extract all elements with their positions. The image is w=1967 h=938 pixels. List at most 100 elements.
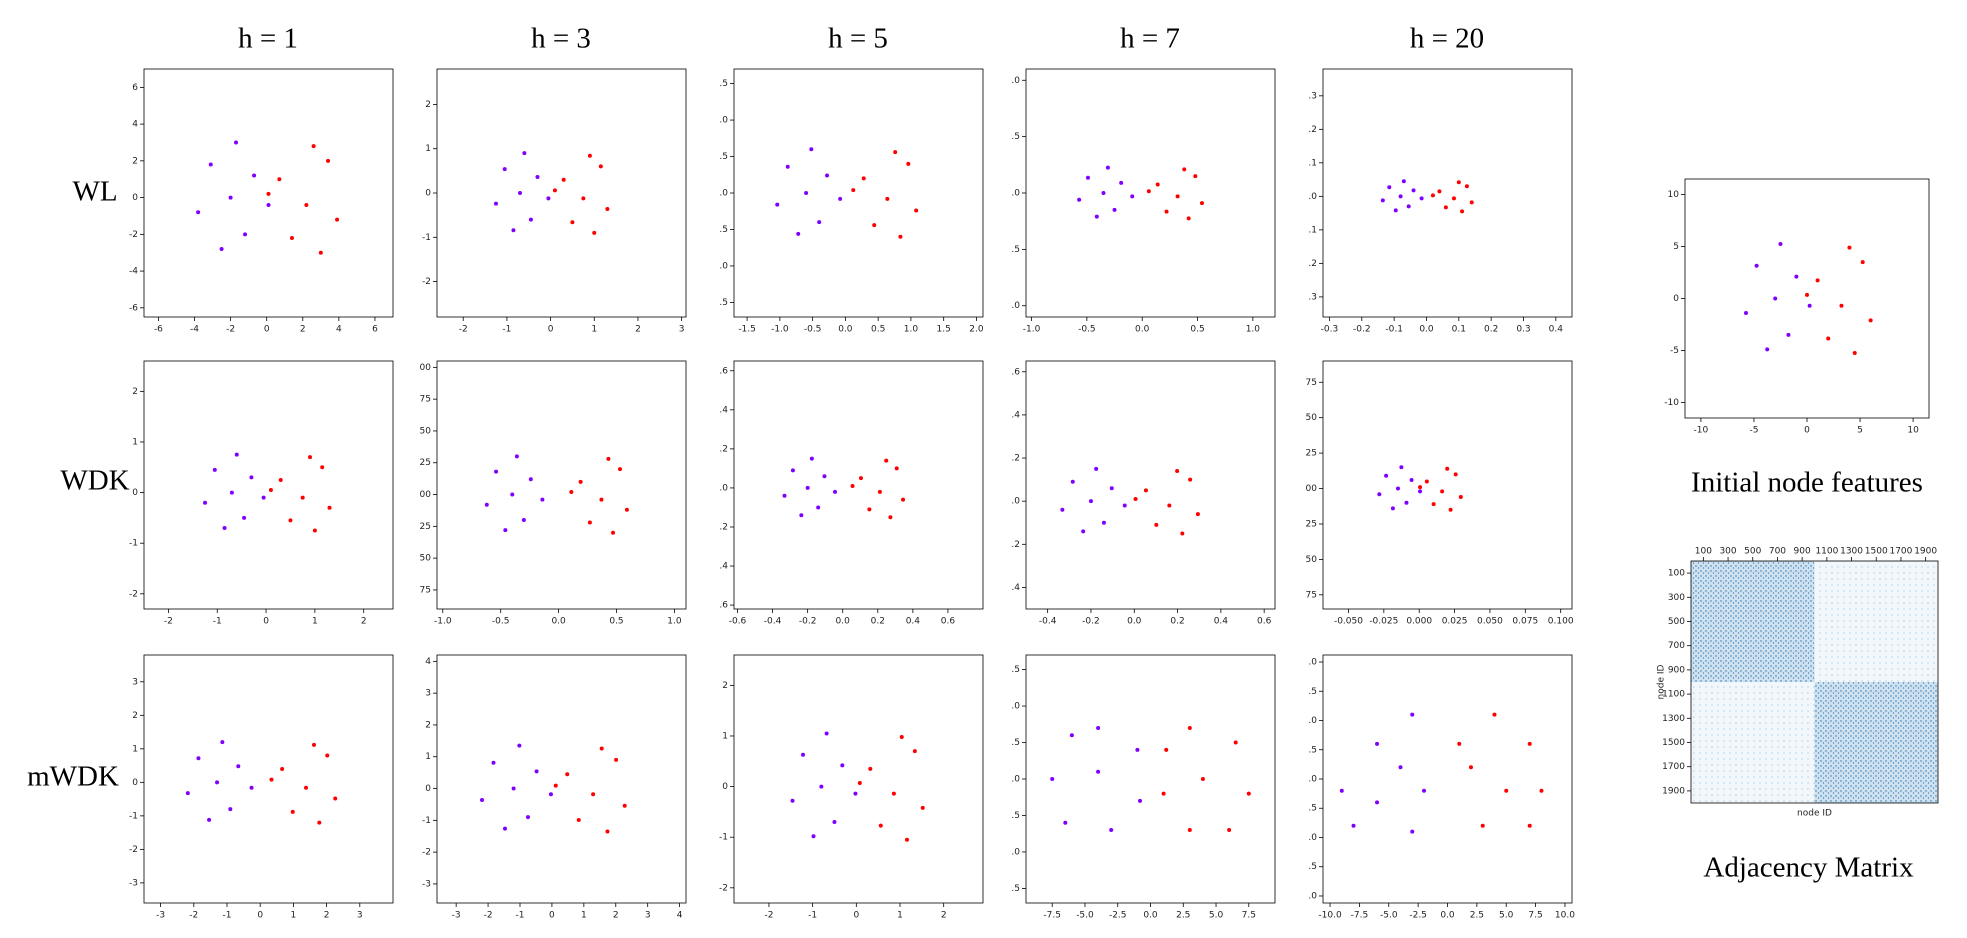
x-tick-label: 0 [1804, 426, 1810, 436]
y-tick-label: .6 [1011, 367, 1020, 377]
x-tick-label: 2 [324, 911, 330, 921]
x-tick-label: -2 [226, 325, 235, 335]
scatter-point [236, 764, 241, 769]
y-tick-label: .5 [719, 298, 728, 308]
y-tick-label: 75 [420, 585, 431, 595]
y-tick-label: .5 [719, 152, 728, 162]
x-tick-label: -10 [1694, 426, 1709, 436]
y-tick-label: 1300 [1662, 714, 1685, 724]
scatter-point [1060, 507, 1065, 512]
scatter-point [605, 829, 610, 834]
scatter-point [1200, 777, 1205, 781]
scatter-point [1070, 479, 1075, 484]
x-tick-label: 0.1 [1452, 325, 1466, 335]
x-tick-label: 10 [1907, 426, 1919, 436]
scatter-point [1860, 260, 1865, 265]
x-tick-label: -2 [189, 911, 198, 921]
scatter-point [1778, 241, 1783, 246]
scatter-point [1744, 311, 1748, 316]
y-tick-label: -5 [1670, 346, 1679, 356]
scatter-point [1119, 180, 1124, 185]
scatter-point [1146, 189, 1151, 194]
scatter-point [215, 780, 220, 785]
y-tick-label: 1100 [1662, 690, 1685, 700]
scatter-point [1418, 485, 1423, 490]
scatter-point [320, 465, 325, 470]
y-tick-label: .5 [1308, 687, 1317, 697]
scatter-point [1164, 209, 1169, 214]
scatter-point [228, 195, 233, 200]
x-tick-label: -0.5 [804, 325, 822, 335]
plot-frame [436, 68, 687, 318]
x-tick-label: 2.5 [1470, 911, 1484, 921]
y-tick-label: -2 [129, 230, 138, 240]
scatter-point [528, 477, 533, 482]
scatter-point [1193, 174, 1198, 179]
scatter-point [838, 196, 843, 201]
x-tick-label: 0 [853, 911, 859, 921]
x-tick-label: 7.5 [1528, 911, 1542, 921]
y-tick-label: .5 [1308, 804, 1317, 814]
scatter-point [220, 740, 225, 745]
scatter-point [1839, 303, 1844, 308]
scatter-point [553, 783, 558, 788]
scatter-point [1453, 472, 1458, 477]
scatter-point [502, 826, 507, 831]
scatter-point [1233, 740, 1238, 745]
y-tick-label: .0 [1011, 847, 1020, 857]
x-tick-label: -5 [1749, 426, 1758, 436]
x-tick-label: -0.3 [1321, 325, 1339, 335]
scatter-point [785, 164, 790, 169]
scatter-point [266, 191, 271, 196]
y-tick-label: .4 [719, 405, 728, 415]
scatter-point [1807, 303, 1812, 308]
plot-frame [1322, 360, 1573, 610]
y-tick-label: 75 [420, 395, 431, 405]
scatter-point [1398, 194, 1403, 199]
x-tick-label: -1.0 [771, 325, 789, 335]
matrix-block [1814, 682, 1938, 803]
y-tick-label: .4 [1011, 410, 1020, 420]
x-tick-label: -3 [452, 911, 461, 921]
scatter-point [1424, 479, 1429, 484]
scatter-point [1380, 198, 1385, 203]
y-tick-label: 4 [132, 120, 138, 130]
y-tick-label: .2 [1011, 540, 1020, 550]
column-title: h = 7 [1120, 23, 1180, 55]
x-tick-label: 0.025 [1442, 617, 1468, 627]
x-tick-label: 0.0 [838, 325, 853, 335]
scatter-point [518, 191, 522, 195]
scatter-point [840, 763, 845, 768]
x-tick-label: 0 [549, 911, 555, 921]
y-tick-label: -1 [129, 811, 138, 821]
scatter-point [1409, 478, 1414, 483]
x-tick-label: -5.0 [1076, 911, 1094, 921]
x-tick-label: 7.5 [1242, 911, 1256, 921]
scatter-point [510, 492, 515, 497]
x-tick-label: -4 [190, 325, 199, 335]
y-tick-label: 1 [722, 731, 728, 741]
plot-frame [1322, 654, 1573, 904]
y-tick-label: 2 [132, 711, 138, 721]
row-label: mWDK [27, 761, 119, 793]
scatter-point [502, 167, 507, 172]
plot-frame [1025, 654, 1276, 904]
scatter-point [546, 196, 551, 201]
plot-frame [143, 654, 394, 904]
scatter-point [920, 805, 925, 810]
scatter-point [614, 757, 619, 762]
x-tick-label: 0.050 [1477, 617, 1503, 627]
x-tick-label: -1.0 [1023, 325, 1041, 335]
scatter-point [278, 477, 283, 482]
plot-frame [436, 654, 687, 904]
scatter-point [185, 791, 190, 796]
y-tick-label: .2 [1011, 454, 1020, 464]
x-tick-label: 0.0 [1143, 911, 1158, 921]
scatter-point [1187, 828, 1192, 833]
x-tick-label: 700 [1769, 547, 1786, 557]
scatter-point [624, 507, 629, 512]
x-tick-label: 1 [312, 617, 318, 627]
scatter-point [606, 456, 611, 461]
x-tick-label: -0.2 [1082, 617, 1100, 627]
